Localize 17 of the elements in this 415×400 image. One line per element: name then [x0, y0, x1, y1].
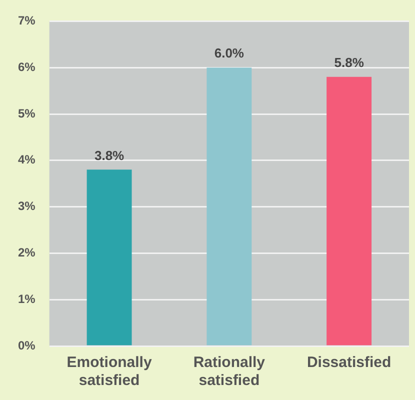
- bar: [86, 170, 132, 346]
- y-tick-label: 7%: [18, 14, 36, 28]
- x-tick-label: Dissatisfied: [306, 354, 392, 372]
- bar: [206, 68, 252, 346]
- y-tick-label: 6%: [18, 60, 36, 74]
- y-tick-label: 3%: [18, 199, 36, 214]
- y-tick-label: 0%: [18, 338, 36, 352]
- y-tick-label: 2%: [18, 246, 36, 260]
- data-label: 5.8%: [334, 54, 364, 70]
- x-tick-label: Emotionally satisfied: [66, 354, 152, 390]
- y-tick-label: 1%: [18, 292, 36, 306]
- x-tick-label: Rationally satisfied: [193, 354, 266, 390]
- data-label: 3.8%: [94, 148, 125, 163]
- data-label: 6.0%: [214, 46, 244, 61]
- bar: [326, 76, 372, 346]
- y-tick-label: 4%: [18, 152, 36, 167]
- y-tick-label: 5%: [18, 106, 36, 120]
